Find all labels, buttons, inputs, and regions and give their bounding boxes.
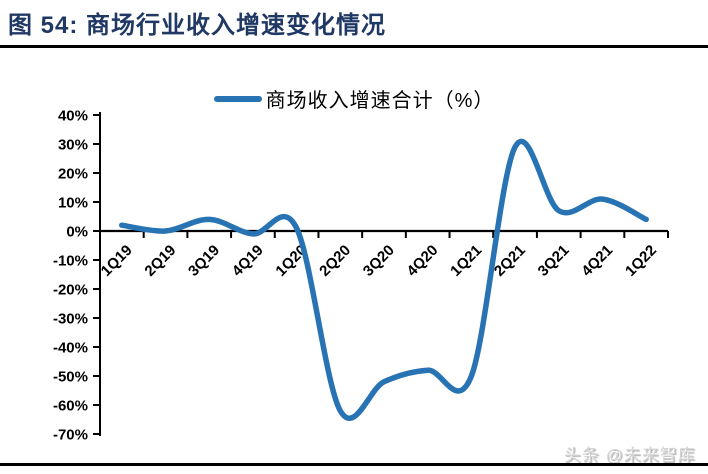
y-tick-label: 40% bbox=[58, 108, 88, 125]
x-tick-label: 4Q21 bbox=[578, 242, 616, 280]
y-tick-label: -40% bbox=[53, 340, 88, 357]
x-tick-label: 3Q21 bbox=[535, 242, 573, 280]
y-tick-label: 10% bbox=[58, 195, 88, 212]
series-line bbox=[119, 138, 649, 422]
legend-line-swatch bbox=[213, 95, 262, 102]
x-tick-label: 1Q21 bbox=[447, 242, 485, 280]
x-tick-label: 1Q22 bbox=[622, 242, 660, 280]
x-tick-label: 2Q19 bbox=[141, 242, 179, 280]
y-tick-label: -50% bbox=[53, 369, 88, 386]
x-tick-label: 4Q20 bbox=[404, 242, 442, 280]
bottom-divider bbox=[0, 463, 708, 466]
y-tick-label: -20% bbox=[53, 282, 88, 299]
x-tick-label: 2Q20 bbox=[316, 242, 354, 280]
watermark: 头条 @未来智库 bbox=[564, 446, 696, 465]
x-tick-label: 3Q19 bbox=[185, 242, 223, 280]
x-tick-label: 4Q19 bbox=[229, 242, 267, 280]
y-tick-label: -30% bbox=[53, 311, 88, 328]
legend: 商场收入增速合计（%） bbox=[0, 84, 708, 113]
x-tick-label: 1Q19 bbox=[98, 242, 136, 280]
x-axis: 1Q19 2Q19 3Q19 4Q19 1Q20 2Q20 3Q20 4Q20 1Q21 2Q21… bbox=[98, 229, 669, 280]
x-tick-label: 3Q20 bbox=[360, 242, 398, 280]
title-divider bbox=[0, 45, 708, 48]
y-tick-label: 30% bbox=[58, 137, 88, 154]
legend-label: 商场收入增速合计（%） bbox=[265, 90, 495, 112]
y-axis: 40% 30% 20% 10% 0% -10% -20% -30% -40% -50% -60% -7… bbox=[53, 108, 101, 444]
y-tick-label: 0% bbox=[66, 224, 88, 241]
y-tick-label: -10% bbox=[53, 253, 88, 270]
y-tick-label: -70% bbox=[53, 427, 88, 444]
y-tick-label: 20% bbox=[58, 166, 88, 183]
figure-title: 图 54: 商场行业收入增速变化情况 bbox=[8, 12, 387, 39]
y-tick-label: -60% bbox=[53, 398, 88, 415]
